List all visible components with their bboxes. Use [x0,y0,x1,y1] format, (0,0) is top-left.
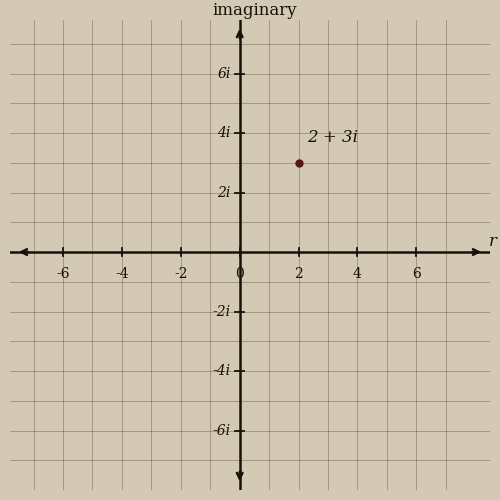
Text: -2i: -2i [212,304,231,318]
Text: 6: 6 [412,267,421,281]
Text: 2 + 3i: 2 + 3i [308,130,358,146]
Text: 6i: 6i [218,66,231,80]
Text: 0: 0 [236,267,244,281]
Text: 2i: 2i [218,186,231,200]
Text: -6i: -6i [212,424,231,438]
Text: r: r [488,233,496,250]
Text: -4i: -4i [212,364,231,378]
Text: imaginary: imaginary [212,2,296,18]
Text: 4i: 4i [218,126,231,140]
Text: 4: 4 [353,267,362,281]
Text: 2: 2 [294,267,303,281]
Text: -4: -4 [115,267,128,281]
Text: -2: -2 [174,267,188,281]
Text: -6: -6 [56,267,70,281]
